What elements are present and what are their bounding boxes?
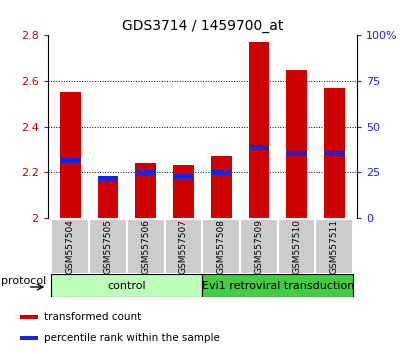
Text: GSM557507: GSM557507	[179, 219, 188, 274]
FancyBboxPatch shape	[165, 219, 203, 274]
FancyBboxPatch shape	[278, 219, 315, 274]
FancyBboxPatch shape	[127, 219, 165, 274]
Bar	[173, 165, 194, 218]
Bar	[173, 174, 194, 179]
Text: protocol: protocol	[1, 276, 46, 286]
Bar	[20, 336, 38, 339]
Bar	[324, 152, 344, 156]
Text: GSM557511: GSM557511	[330, 219, 339, 274]
FancyBboxPatch shape	[51, 274, 203, 297]
Bar	[249, 144, 269, 150]
Bar	[60, 92, 81, 218]
Text: GSM557509: GSM557509	[254, 219, 264, 274]
Text: control: control	[107, 281, 146, 291]
Title: GDS3714 / 1459700_at: GDS3714 / 1459700_at	[122, 19, 283, 33]
Text: GSM557506: GSM557506	[141, 219, 150, 274]
Text: GSM557510: GSM557510	[292, 219, 301, 274]
FancyBboxPatch shape	[240, 219, 278, 274]
Bar	[135, 163, 156, 218]
FancyBboxPatch shape	[203, 274, 353, 297]
Bar	[98, 179, 118, 218]
Text: Evi1 retroviral transduction: Evi1 retroviral transduction	[202, 281, 354, 291]
Text: GSM557505: GSM557505	[104, 219, 112, 274]
FancyBboxPatch shape	[203, 219, 240, 274]
Bar	[286, 70, 307, 218]
Text: percentile rank within the sample: percentile rank within the sample	[44, 332, 220, 343]
Bar	[60, 158, 81, 163]
Bar	[98, 176, 118, 182]
FancyBboxPatch shape	[51, 219, 89, 274]
Text: GSM557508: GSM557508	[217, 219, 226, 274]
Bar	[20, 315, 38, 319]
Bar	[324, 88, 344, 218]
FancyBboxPatch shape	[89, 219, 127, 274]
FancyBboxPatch shape	[315, 219, 353, 274]
Bar	[211, 170, 232, 175]
Bar	[286, 152, 307, 156]
Text: GSM557504: GSM557504	[66, 219, 75, 274]
Bar	[249, 42, 269, 218]
Bar	[211, 156, 232, 218]
Bar	[135, 170, 156, 175]
Text: transformed count: transformed count	[44, 312, 142, 322]
